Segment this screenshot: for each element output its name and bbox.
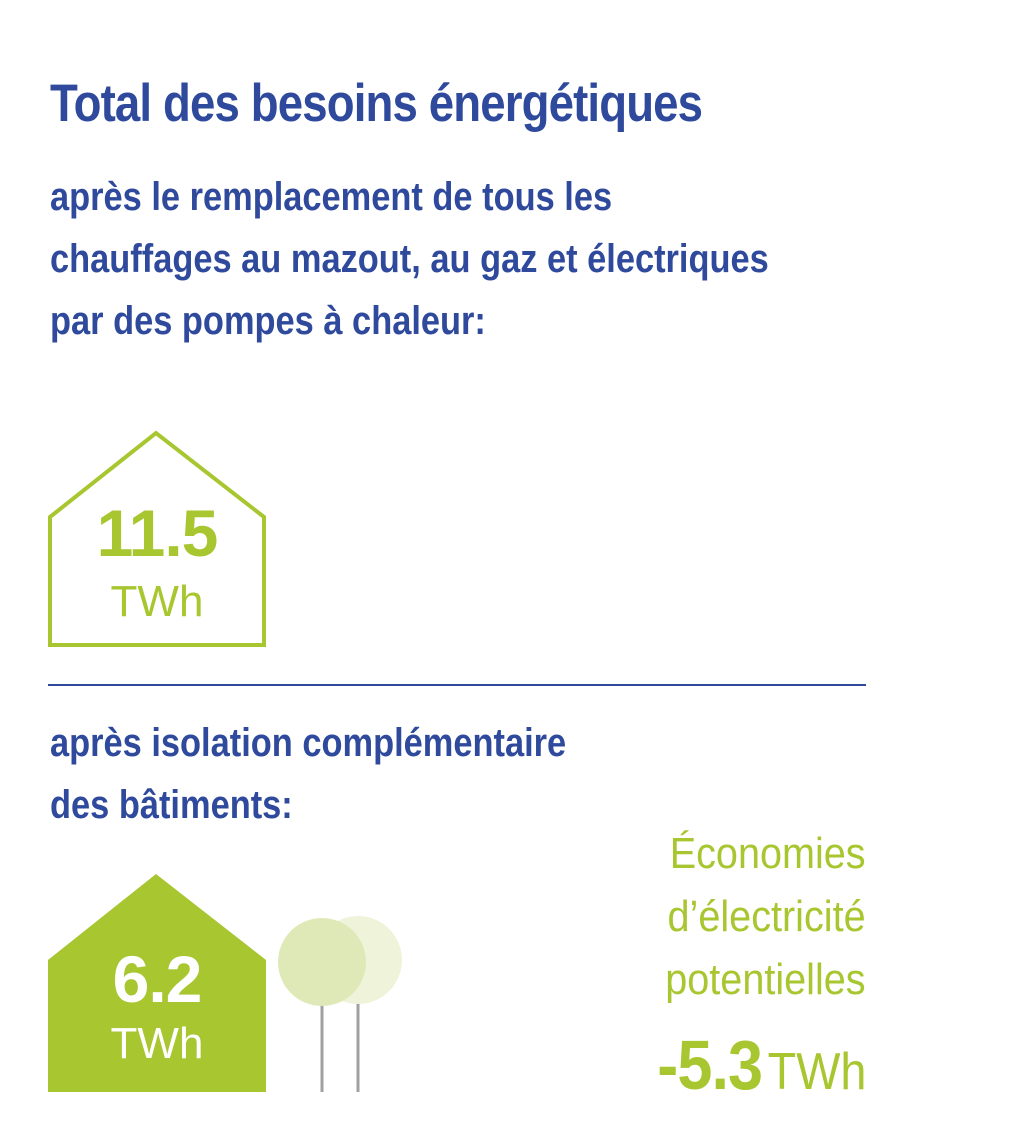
section-line: après isolation complémentaire	[50, 721, 567, 765]
house-after-insulation	[48, 874, 266, 1092]
savings-label-line: Économies	[670, 829, 866, 878]
subtitle-line: par des pompes à chaleur:	[50, 299, 486, 343]
subtitle-line: chauffages au mazout, au gaz et électriq…	[50, 237, 769, 281]
house-after-value: 6.2	[112, 942, 203, 1016]
house-before-value: 11.5	[96, 496, 219, 570]
savings-label: Économies d’électricité potentielles	[666, 822, 866, 1011]
subtitle-line: après le remplacement de tous les	[50, 175, 613, 219]
house-after-unit: TWh	[110, 1019, 204, 1068]
savings-label-line: potentielles	[665, 955, 866, 1004]
page-title: Total des besoins énergétiques	[50, 74, 703, 133]
house-outline-icon	[48, 430, 266, 647]
house-filled-icon	[48, 874, 266, 1092]
savings-value: -5.3	[656, 1026, 763, 1104]
house-before-insulation	[48, 430, 266, 648]
section-after-insulation-heading: après isolation complémentaire des bâtim…	[50, 712, 566, 836]
house-before-unit: TWh	[110, 577, 204, 626]
savings-total: -5.3 TWh	[657, 1030, 866, 1100]
page-subtitle: après le remplacement de tous les chauff…	[50, 166, 769, 352]
section-divider	[48, 684, 866, 686]
savings-label-line: d’électricité	[667, 892, 866, 941]
trees-icon	[278, 916, 402, 1092]
section-line: des bâtiments:	[50, 783, 293, 827]
savings-unit: TWh	[767, 1043, 866, 1101]
